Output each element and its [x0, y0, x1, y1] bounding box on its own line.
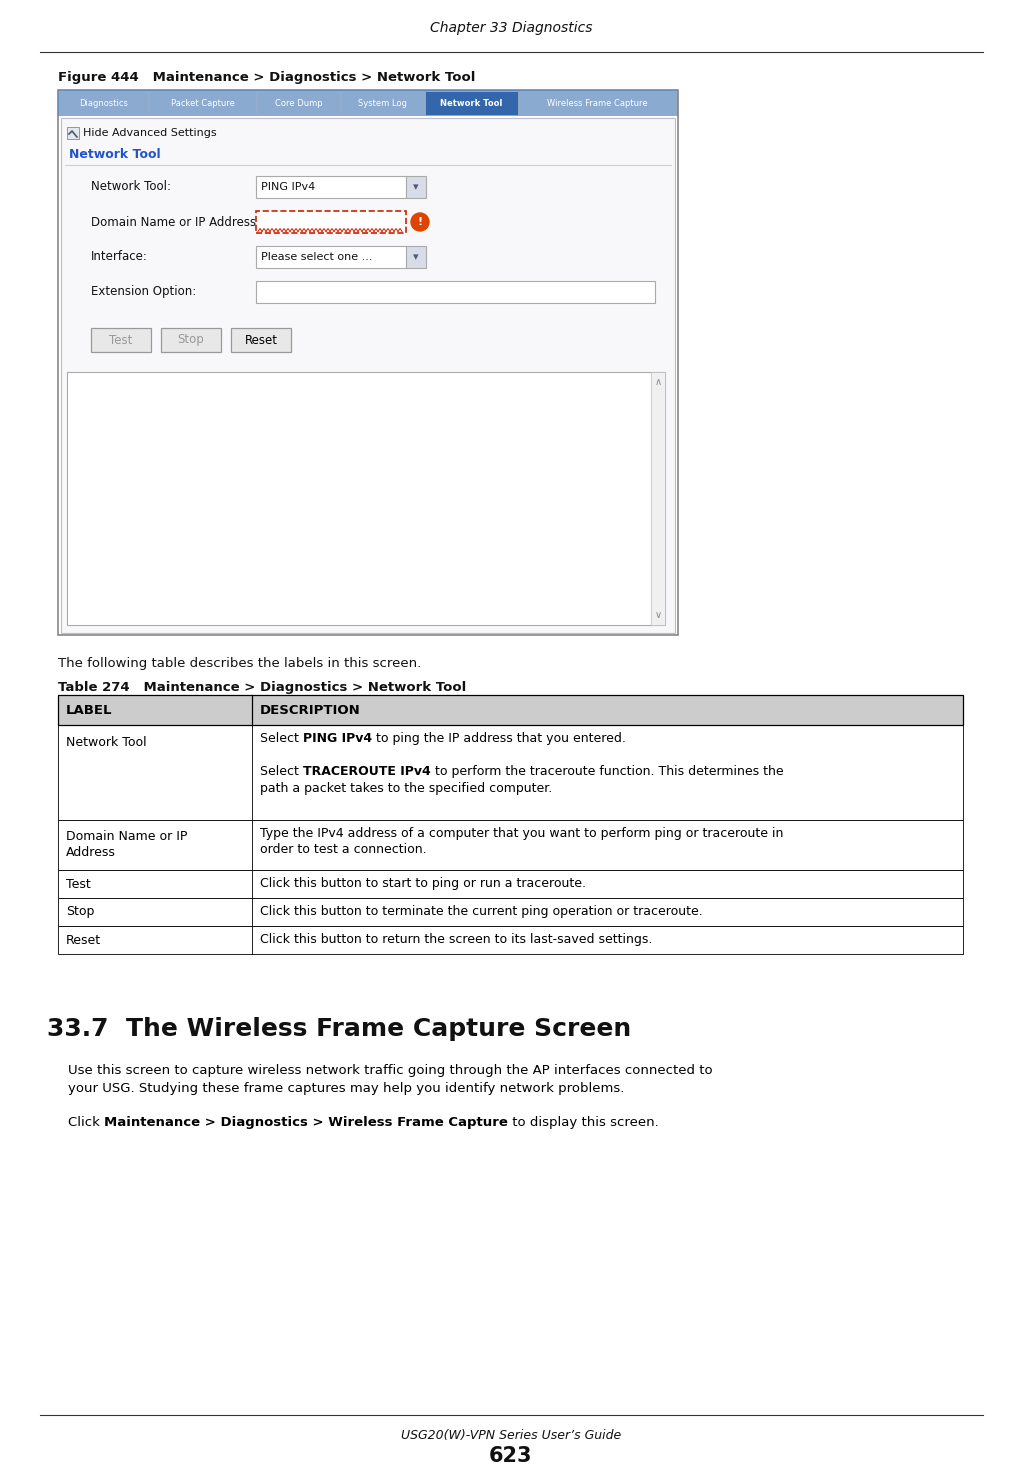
- Bar: [58, 926, 963, 954]
- Text: Hide Advanced Settings: Hide Advanced Settings: [83, 128, 217, 138]
- Text: Network Tool: Network Tool: [69, 148, 161, 160]
- Text: Select: Select: [260, 764, 303, 778]
- Text: Click this button to start to ping or run a traceroute.: Click this button to start to ping or ru…: [260, 877, 586, 890]
- Text: DESCRIPTION: DESCRIPTION: [260, 704, 361, 716]
- Bar: [66, 128, 79, 139]
- Text: Diagnostics: Diagnostics: [79, 98, 128, 107]
- Text: Network Tool:: Network Tool:: [91, 180, 171, 194]
- Bar: [58, 820, 963, 870]
- Text: Extension Option:: Extension Option:: [91, 286, 196, 298]
- Text: to display this screen.: to display this screen.: [508, 1116, 659, 1130]
- Text: Test: Test: [109, 333, 133, 346]
- Text: ∨: ∨: [655, 610, 662, 621]
- Bar: [651, 373, 665, 625]
- Text: to ping the IP address that you entered.: to ping the IP address that you entered.: [372, 732, 626, 745]
- Bar: [406, 176, 426, 198]
- Text: Core Dump: Core Dump: [275, 98, 322, 107]
- Bar: [61, 117, 675, 632]
- Bar: [256, 176, 406, 198]
- Text: TRACEROUTE IPv4: TRACEROUTE IPv4: [303, 764, 431, 778]
- Text: Network Tool: Network Tool: [66, 736, 146, 750]
- Bar: [58, 725, 963, 820]
- Text: path a packet takes to the specified computer.: path a packet takes to the specified com…: [260, 782, 552, 795]
- Bar: [256, 282, 655, 304]
- Bar: [257, 91, 340, 114]
- Text: Reset: Reset: [244, 333, 277, 346]
- Text: Click this button to return the screen to its last-saved settings.: Click this button to return the screen t…: [260, 933, 653, 946]
- Text: Click this button to terminate the current ping operation or traceroute.: Click this button to terminate the curre…: [260, 905, 703, 918]
- Text: your USG. Studying these frame captures may help you identify network problems.: your USG. Studying these frame captures …: [68, 1083, 624, 1094]
- Text: ▾: ▾: [413, 182, 418, 192]
- Bar: [341, 91, 424, 114]
- Bar: [58, 898, 963, 926]
- Text: Use this screen to capture wireless network traffic going through the AP interfa: Use this screen to capture wireless netw…: [68, 1064, 713, 1077]
- Text: Figure 444   Maintenance > Diagnostics > Network Tool: Figure 444 Maintenance > Diagnostics > N…: [58, 72, 476, 85]
- Text: System Log: System Log: [358, 98, 407, 107]
- Text: !: !: [417, 217, 422, 227]
- Circle shape: [411, 213, 429, 230]
- Text: Address: Address: [66, 846, 116, 860]
- Text: order to test a connection.: order to test a connection.: [260, 844, 427, 857]
- Bar: [91, 329, 151, 352]
- Bar: [58, 870, 963, 898]
- Text: Interface:: Interface:: [91, 251, 148, 264]
- Text: 33.7  The Wireless Frame Capture Screen: 33.7 The Wireless Frame Capture Screen: [47, 1017, 631, 1042]
- Text: Select: Select: [260, 732, 303, 745]
- Bar: [256, 211, 406, 233]
- Text: PING IPv4: PING IPv4: [261, 182, 315, 192]
- Bar: [149, 91, 256, 114]
- Text: 623: 623: [489, 1446, 533, 1466]
- Bar: [231, 329, 291, 352]
- Text: ∧: ∧: [655, 377, 662, 387]
- Bar: [66, 373, 665, 625]
- Text: Type the IPv4 address of a computer that you want to perform ping or traceroute : Type the IPv4 address of a computer that…: [260, 827, 784, 841]
- Text: LABEL: LABEL: [66, 704, 113, 716]
- Text: Click: Click: [68, 1116, 104, 1130]
- Bar: [59, 91, 148, 114]
- Bar: [406, 246, 426, 268]
- Text: Network Tool: Network Tool: [440, 98, 502, 107]
- Text: to perform the traceroute function. This determines the: to perform the traceroute function. This…: [431, 764, 784, 778]
- Text: Wireless Frame Capture: Wireless Frame Capture: [547, 98, 648, 107]
- Bar: [425, 91, 518, 114]
- Bar: [161, 329, 221, 352]
- Text: Domain Name or IP Address:: Domain Name or IP Address:: [91, 216, 260, 229]
- Bar: [58, 89, 678, 635]
- Text: Stop: Stop: [66, 905, 94, 918]
- Text: Table 274   Maintenance > Diagnostics > Network Tool: Table 274 Maintenance > Diagnostics > Ne…: [58, 681, 466, 694]
- Text: Test: Test: [66, 877, 91, 890]
- Bar: [58, 695, 963, 725]
- Text: ▾: ▾: [413, 252, 418, 263]
- Text: Stop: Stop: [178, 333, 205, 346]
- Text: Reset: Reset: [66, 933, 101, 946]
- Bar: [256, 246, 406, 268]
- Text: Maintenance > Diagnostics > Wireless Frame Capture: Maintenance > Diagnostics > Wireless Fra…: [104, 1116, 508, 1130]
- Bar: [58, 89, 678, 116]
- Text: PING IPv4: PING IPv4: [303, 732, 372, 745]
- Text: USG20(W)-VPN Series User’s Guide: USG20(W)-VPN Series User’s Guide: [401, 1429, 621, 1442]
- Text: Domain Name or IP: Domain Name or IP: [66, 830, 187, 844]
- Text: Packet Capture: Packet Capture: [171, 98, 234, 107]
- Text: Please select one ...: Please select one ...: [261, 252, 372, 263]
- Bar: [519, 91, 676, 114]
- Text: The following table describes the labels in this screen.: The following table describes the labels…: [58, 657, 421, 669]
- Text: Chapter 33 Diagnostics: Chapter 33 Diagnostics: [430, 21, 592, 35]
